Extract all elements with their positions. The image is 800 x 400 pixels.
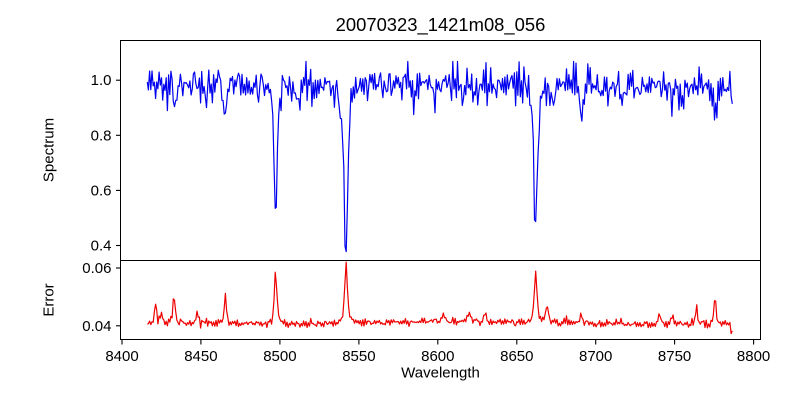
svg-text:0.06: 0.06 (82, 260, 111, 277)
svg-text:20070323_1421m08_056: 20070323_1421m08_056 (336, 14, 546, 36)
svg-text:8750: 8750 (658, 348, 691, 365)
svg-text:Error: Error (41, 283, 58, 316)
svg-text:8400: 8400 (105, 348, 138, 365)
svg-text:0.4: 0.4 (91, 238, 112, 255)
svg-text:8700: 8700 (579, 348, 612, 365)
svg-text:8650: 8650 (500, 348, 533, 365)
svg-text:0.04: 0.04 (82, 318, 111, 335)
svg-text:8550: 8550 (342, 348, 375, 365)
svg-text:1.0: 1.0 (91, 72, 112, 89)
svg-text:8800: 8800 (737, 348, 770, 365)
svg-text:Spectrum: Spectrum (41, 118, 58, 182)
svg-text:8600: 8600 (421, 348, 454, 365)
svg-text:0.8: 0.8 (91, 127, 112, 144)
svg-text:8450: 8450 (184, 348, 217, 365)
svg-text:0.6: 0.6 (91, 182, 112, 199)
svg-text:Wavelength: Wavelength (401, 365, 480, 382)
svg-text:8500: 8500 (263, 348, 296, 365)
